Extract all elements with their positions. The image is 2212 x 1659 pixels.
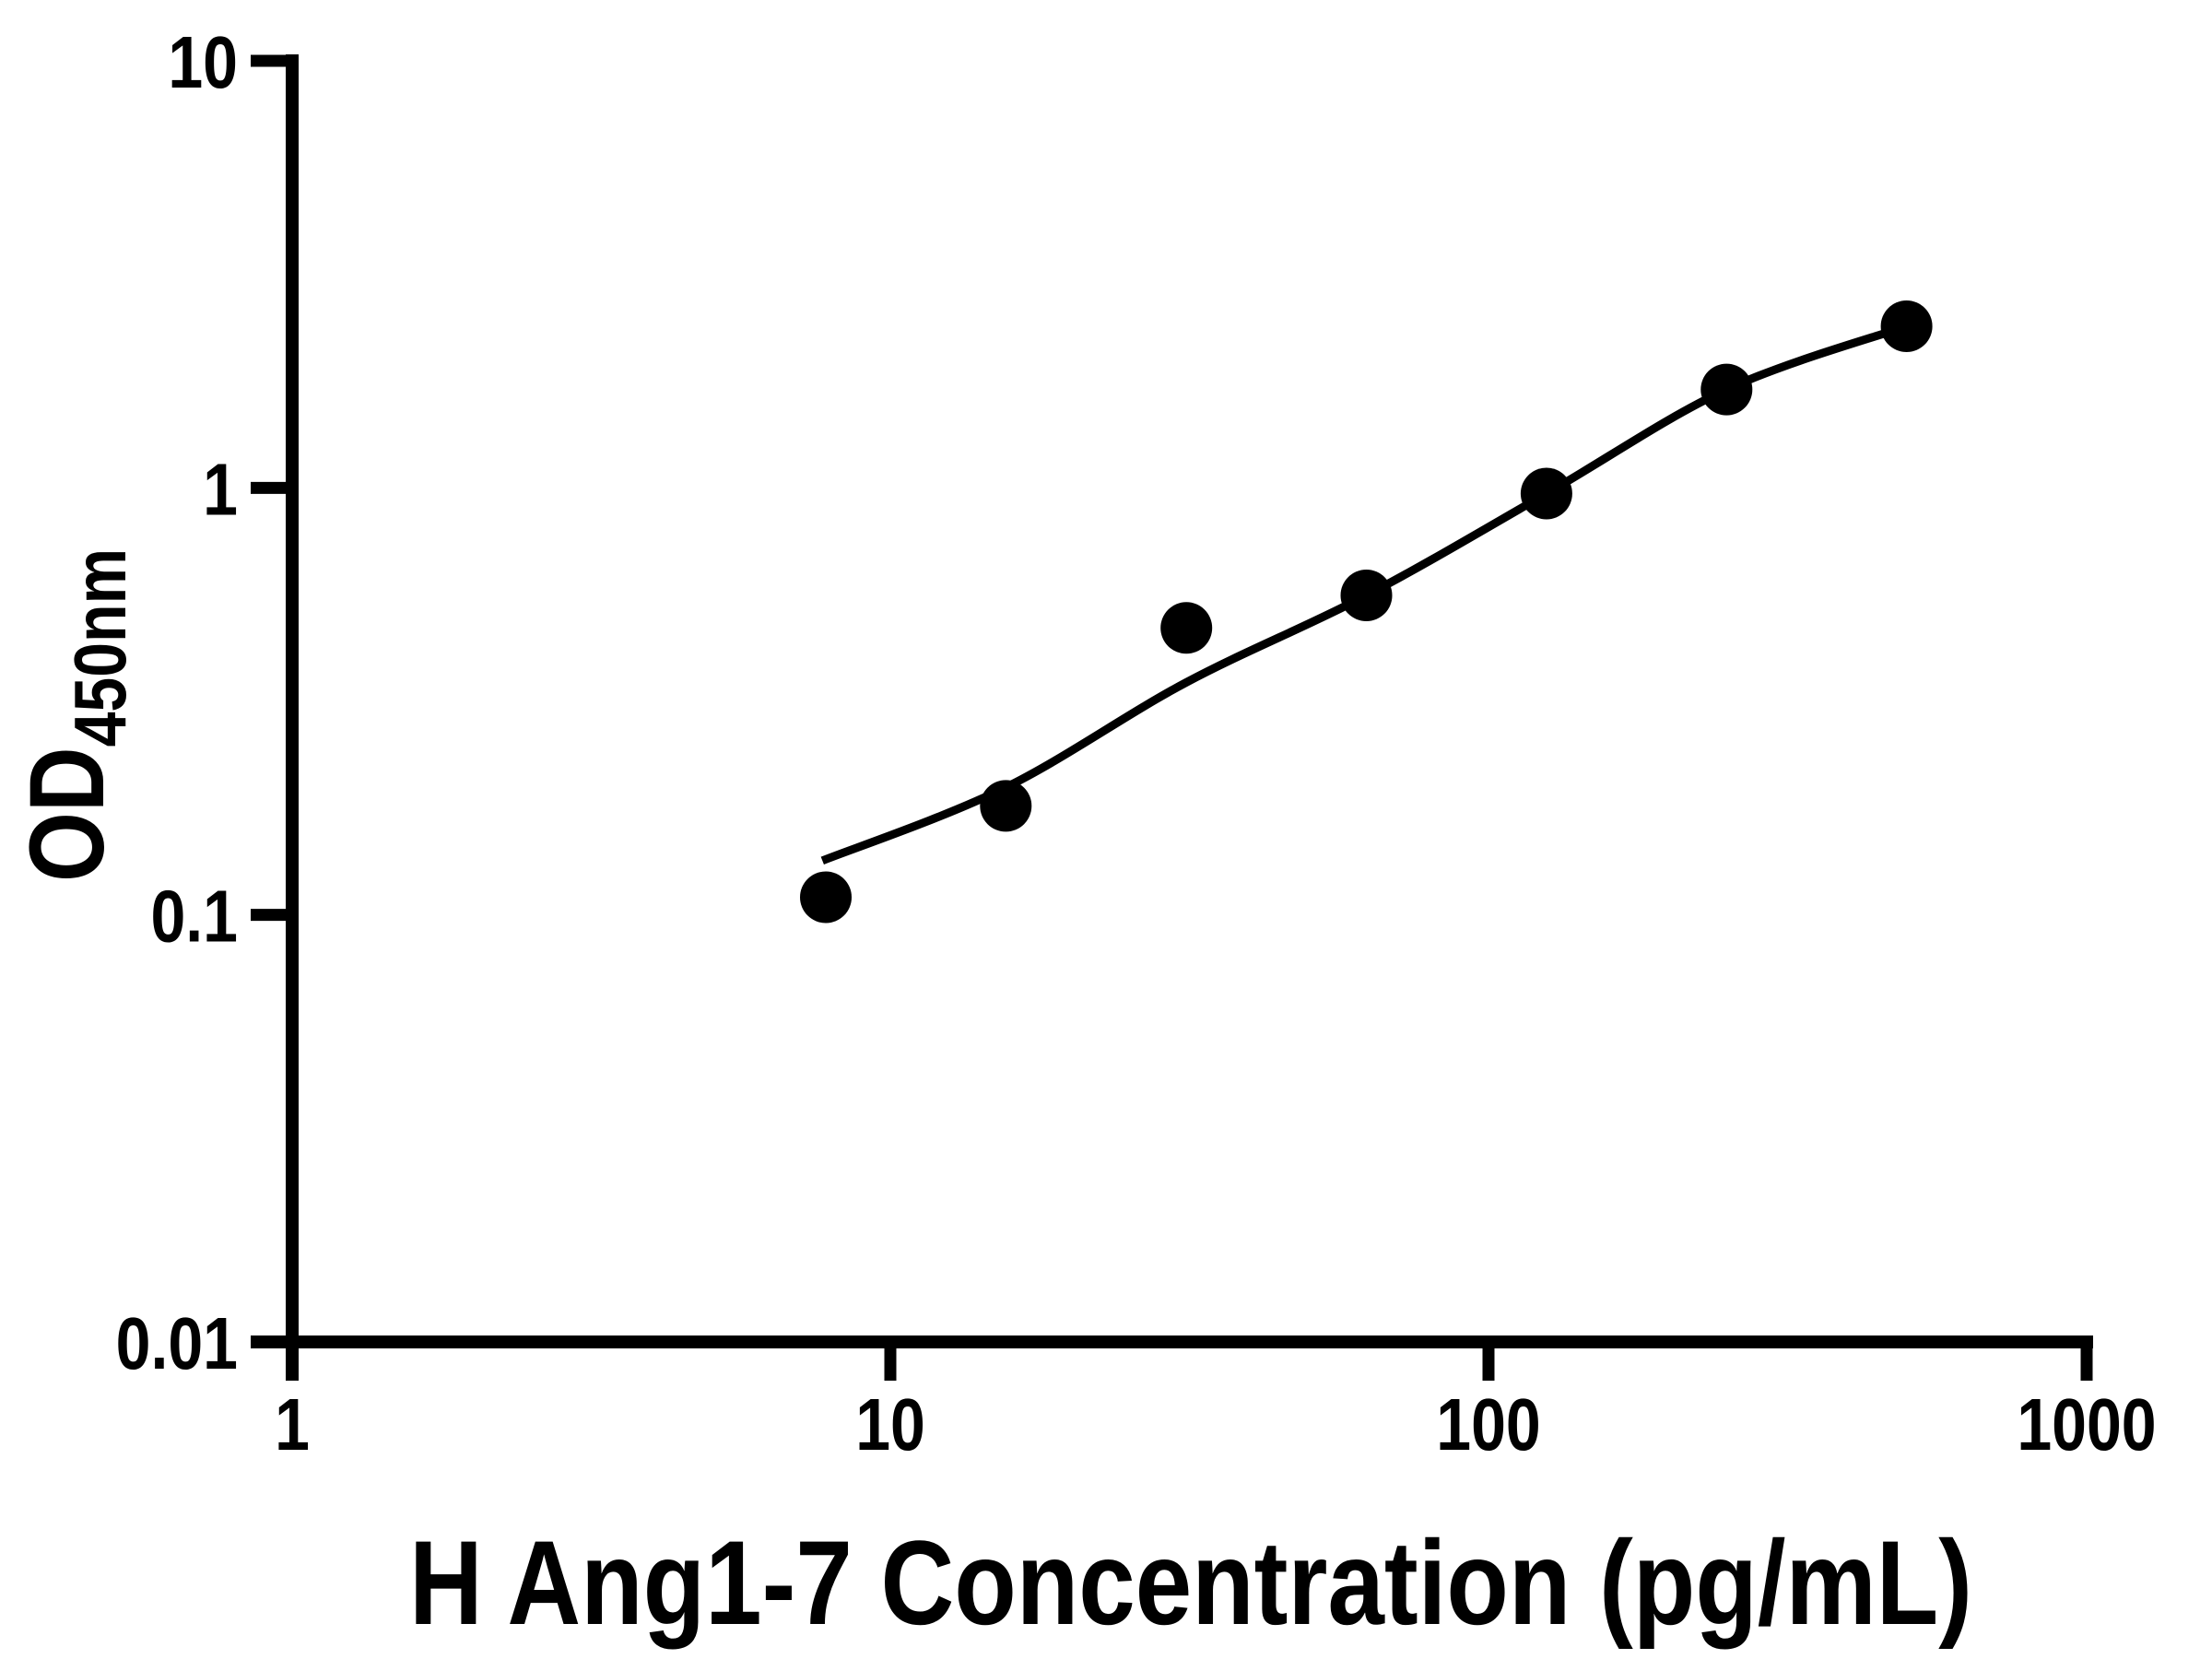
y-tick-label: 0.01 <box>116 1302 238 1384</box>
y-tick-label: 10 <box>168 21 238 103</box>
data-point-marker <box>1520 467 1572 520</box>
y-axis-title-base: OD <box>6 747 125 882</box>
data-point-marker <box>1340 570 1393 621</box>
y-axis-title-subscript: 450nm <box>59 548 141 747</box>
x-tick-label: 10 <box>855 1383 925 1465</box>
data-point-marker <box>1160 602 1213 654</box>
axes-layer <box>251 54 2093 1381</box>
data-point-marker <box>1700 363 1753 416</box>
data-points-layer <box>800 300 1933 924</box>
data-point-marker <box>1880 300 1933 352</box>
x-tick-label: 1000 <box>2017 1383 2156 1465</box>
ticks-layer: 0.01 0.1 1 10 1 10 100 1000 <box>116 21 2157 1465</box>
y-tick-label: 0.1 <box>150 875 238 957</box>
x-tick-label: 1 <box>275 1383 310 1465</box>
y-tick-label: 1 <box>203 448 238 530</box>
x-axis-title: H Ang1-7 Concentration (pg/mL) <box>409 1516 1972 1650</box>
data-point-marker <box>980 780 1032 832</box>
data-point-marker <box>800 871 852 924</box>
x-tick-label: 100 <box>1436 1383 1540 1465</box>
y-axis-title: OD450nm <box>6 548 141 882</box>
